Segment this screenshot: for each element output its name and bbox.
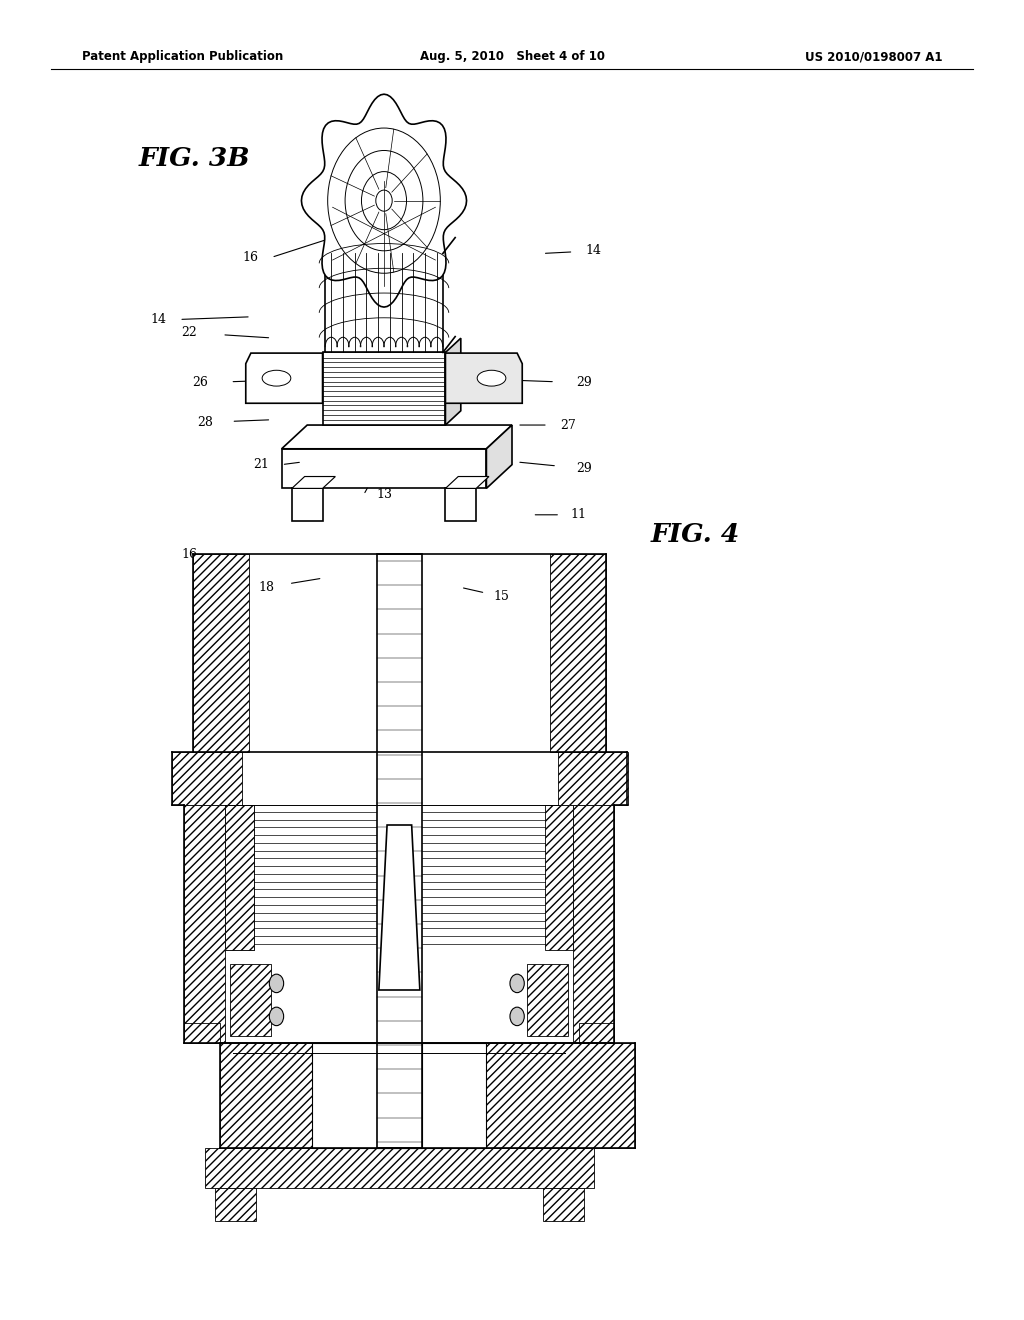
Text: 15: 15 xyxy=(494,590,510,603)
Text: 24: 24 xyxy=(437,405,454,418)
Ellipse shape xyxy=(477,370,506,385)
Bar xyxy=(527,964,568,1036)
Bar xyxy=(282,449,486,488)
Text: 13: 13 xyxy=(376,488,392,502)
Circle shape xyxy=(269,1007,284,1026)
Bar xyxy=(230,964,271,1036)
Polygon shape xyxy=(445,477,489,488)
Ellipse shape xyxy=(262,370,291,385)
Bar xyxy=(193,554,249,752)
Bar xyxy=(323,352,445,425)
Text: 27: 27 xyxy=(560,418,577,432)
Polygon shape xyxy=(292,477,336,488)
Text: US 2010/0198007 A1: US 2010/0198007 A1 xyxy=(805,50,942,63)
Bar xyxy=(172,752,242,805)
Text: Aug. 5, 2010   Sheet 4 of 10: Aug. 5, 2010 Sheet 4 of 10 xyxy=(420,50,604,63)
Text: 13: 13 xyxy=(391,165,408,178)
Text: 11: 11 xyxy=(570,508,587,521)
Polygon shape xyxy=(301,94,467,308)
Text: 16: 16 xyxy=(243,251,259,264)
Polygon shape xyxy=(246,352,323,404)
Bar xyxy=(543,1188,584,1221)
Text: 18: 18 xyxy=(258,581,274,594)
Bar xyxy=(486,1043,635,1148)
Polygon shape xyxy=(379,825,420,990)
Circle shape xyxy=(510,1007,524,1026)
Text: 16: 16 xyxy=(181,548,198,561)
Bar xyxy=(573,805,614,1043)
Bar xyxy=(550,554,606,752)
Text: 29: 29 xyxy=(575,376,592,389)
Text: Patent Application Publication: Patent Application Publication xyxy=(82,50,284,63)
Bar xyxy=(377,554,422,1148)
Text: 28: 28 xyxy=(197,416,213,429)
Bar xyxy=(184,1023,220,1043)
Bar xyxy=(215,1188,256,1221)
Bar xyxy=(377,1043,422,1148)
Bar xyxy=(579,1023,614,1043)
Bar xyxy=(312,1043,486,1148)
Bar xyxy=(326,253,442,352)
Polygon shape xyxy=(486,425,512,488)
Polygon shape xyxy=(282,425,512,449)
Bar xyxy=(292,488,323,521)
Text: 26: 26 xyxy=(191,376,208,389)
Bar xyxy=(558,752,628,805)
Text: FIG. 4: FIG. 4 xyxy=(650,523,739,546)
Bar xyxy=(225,805,254,950)
Polygon shape xyxy=(445,338,461,425)
Polygon shape xyxy=(445,352,522,404)
Bar xyxy=(445,488,476,521)
Text: 29: 29 xyxy=(575,462,592,475)
Bar xyxy=(205,1148,594,1188)
Text: 14: 14 xyxy=(151,313,167,326)
Circle shape xyxy=(269,974,284,993)
Bar xyxy=(220,1043,312,1148)
Bar xyxy=(184,805,225,1043)
Text: 22: 22 xyxy=(181,326,198,339)
Polygon shape xyxy=(333,181,435,286)
Circle shape xyxy=(510,974,524,993)
Bar xyxy=(225,805,254,950)
Text: 14: 14 xyxy=(586,244,602,257)
Text: 21: 21 xyxy=(253,458,269,471)
Text: FIG. 3B: FIG. 3B xyxy=(138,147,250,170)
Text: 20: 20 xyxy=(386,594,402,607)
Bar xyxy=(545,805,573,950)
